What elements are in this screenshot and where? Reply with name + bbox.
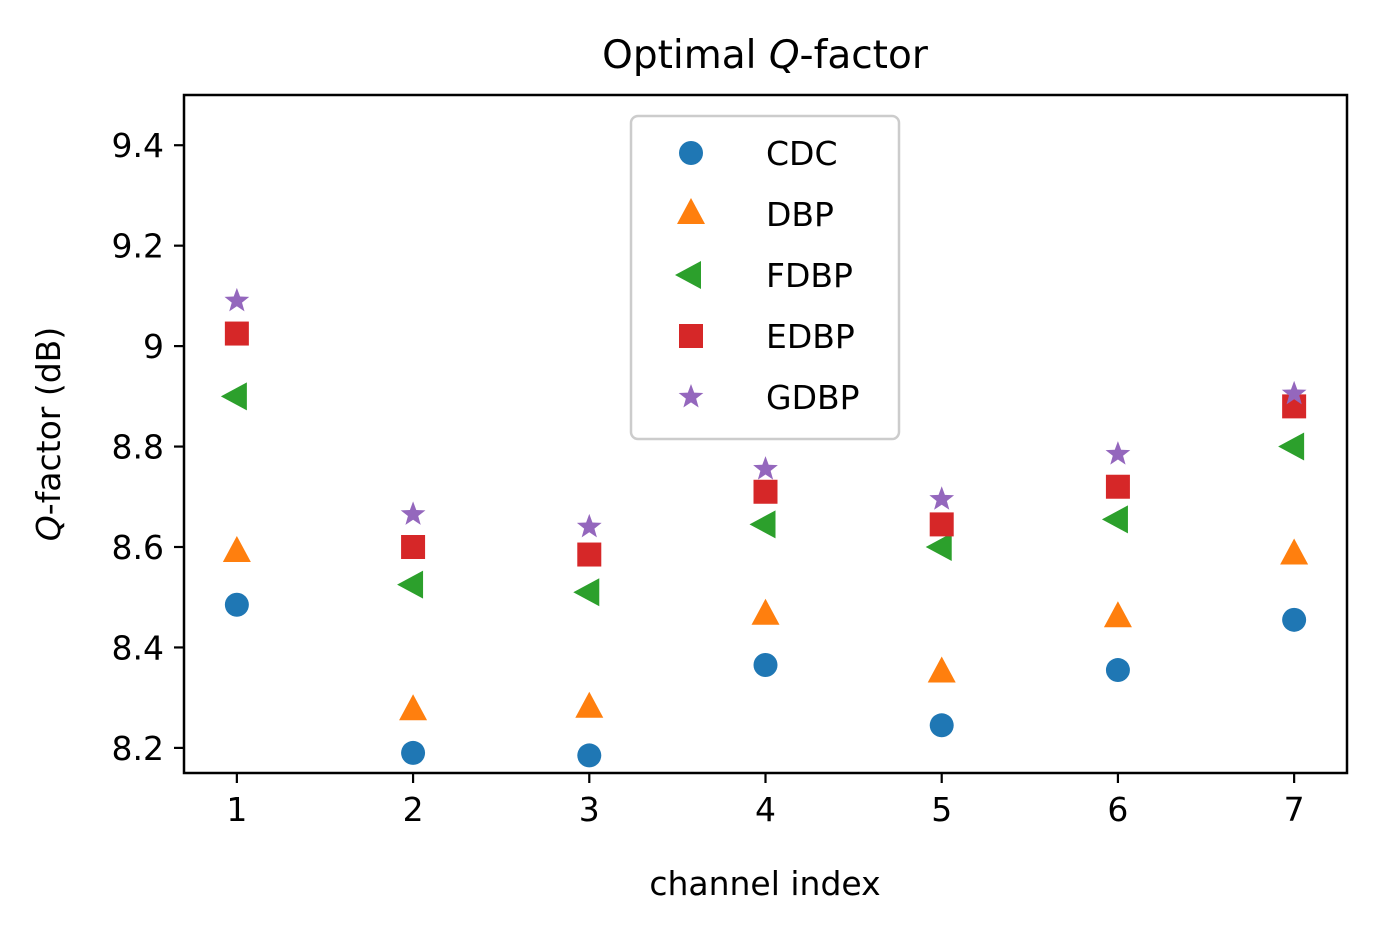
y-tick-label: 9.4	[112, 126, 164, 165]
data-point-fdbp	[925, 533, 952, 561]
data-point-dbp	[1280, 538, 1309, 565]
y-tick-label: 9.2	[112, 227, 164, 266]
legend-label: EDBP	[766, 317, 855, 356]
y-tick-label: 8.8	[112, 428, 164, 467]
y-tick-label: 8.2	[112, 729, 164, 768]
data-point-edbp	[1105, 474, 1130, 499]
legend-item-fdbp: FDBP	[675, 256, 853, 295]
legend-marker-edbp	[679, 324, 703, 348]
legend-marker-cdc	[679, 141, 703, 165]
series-gdbp	[224, 287, 1307, 538]
legend-item-gdbp: GDBP	[678, 378, 860, 417]
data-point-gdbp	[753, 456, 778, 480]
y-tick-label: 8.6	[112, 528, 164, 567]
data-point-dbp	[751, 598, 780, 625]
data-point-cdc	[224, 592, 249, 617]
data-point-gdbp	[576, 513, 602, 538]
data-point-fdbp	[220, 382, 247, 411]
data-point-fdbp	[397, 570, 424, 599]
chart-title: Optimal Q-factor	[602, 33, 929, 78]
data-point-gdbp	[224, 287, 250, 312]
data-point-fdbp	[749, 510, 776, 539]
x-tick-label: 1	[226, 790, 247, 829]
legend-label: CDC	[766, 134, 838, 173]
legend-marker-fdbp	[675, 261, 701, 289]
data-point-dbp	[399, 694, 428, 721]
series-cdc	[224, 592, 1307, 768]
data-point-edbp	[224, 321, 249, 346]
data-point-edbp	[753, 479, 778, 504]
y-axis-label: Q-factor (dB)	[29, 327, 68, 541]
data-point-edbp	[577, 542, 602, 567]
legend-item-edbp: EDBP	[679, 317, 855, 356]
legend-item-dbp: DBP	[677, 195, 834, 234]
data-point-dbp	[222, 536, 251, 563]
data-point-edbp	[929, 512, 954, 537]
x-tick-label: 5	[931, 790, 952, 829]
legend-item-cdc: CDC	[679, 134, 838, 173]
x-tick-label: 7	[1284, 790, 1305, 829]
legend-box	[629, 114, 901, 441]
data-point-cdc	[577, 743, 602, 768]
data-point-cdc	[753, 653, 778, 678]
data-point-cdc	[401, 740, 426, 765]
data-point-cdc	[929, 713, 954, 738]
legend: CDC DBP FDBP EDBP GDBP	[629, 114, 901, 441]
data-point-cdc	[1105, 658, 1130, 683]
series-dbp	[222, 536, 1309, 721]
data-point-gdbp	[400, 501, 426, 525]
series-fdbp	[220, 382, 1305, 607]
legend-label: GDBP	[766, 378, 860, 417]
data-point-gdbp	[1105, 441, 1131, 465]
data-point-dbp	[575, 691, 604, 718]
legend-label: FDBP	[766, 256, 853, 295]
legend-marker-gdbp	[678, 384, 704, 408]
series-edbp	[224, 321, 1307, 567]
data-point-cdc	[1282, 607, 1307, 632]
x-tick-label: 3	[579, 790, 600, 829]
x-tick-label: 6	[1107, 790, 1128, 829]
axes-frame	[182, 93, 1349, 775]
x-axis-label: channel index	[649, 864, 880, 903]
plot-area	[220, 287, 1309, 768]
y-tick-label: 8.4	[112, 628, 164, 667]
data-point-edbp	[401, 535, 426, 559]
x-tick-label: 2	[403, 790, 424, 829]
y-tick-label: 9	[143, 327, 164, 366]
data-point-gdbp	[1281, 380, 1307, 405]
legend-marker-dbp	[677, 198, 705, 224]
data-point-fdbp	[1278, 432, 1305, 461]
axis-ticks: 1 2 3 4 5 6 7 8.2 8.4 8.6 8.8 9 9.2 9.4	[112, 126, 1305, 829]
data-point-fdbp	[1101, 505, 1128, 534]
data-point-dbp	[1103, 601, 1132, 628]
data-point-gdbp	[929, 486, 955, 510]
legend-label: DBP	[766, 195, 834, 234]
x-tick-label: 4	[755, 790, 776, 829]
data-point-fdbp	[573, 578, 600, 607]
data-point-dbp	[927, 656, 956, 683]
